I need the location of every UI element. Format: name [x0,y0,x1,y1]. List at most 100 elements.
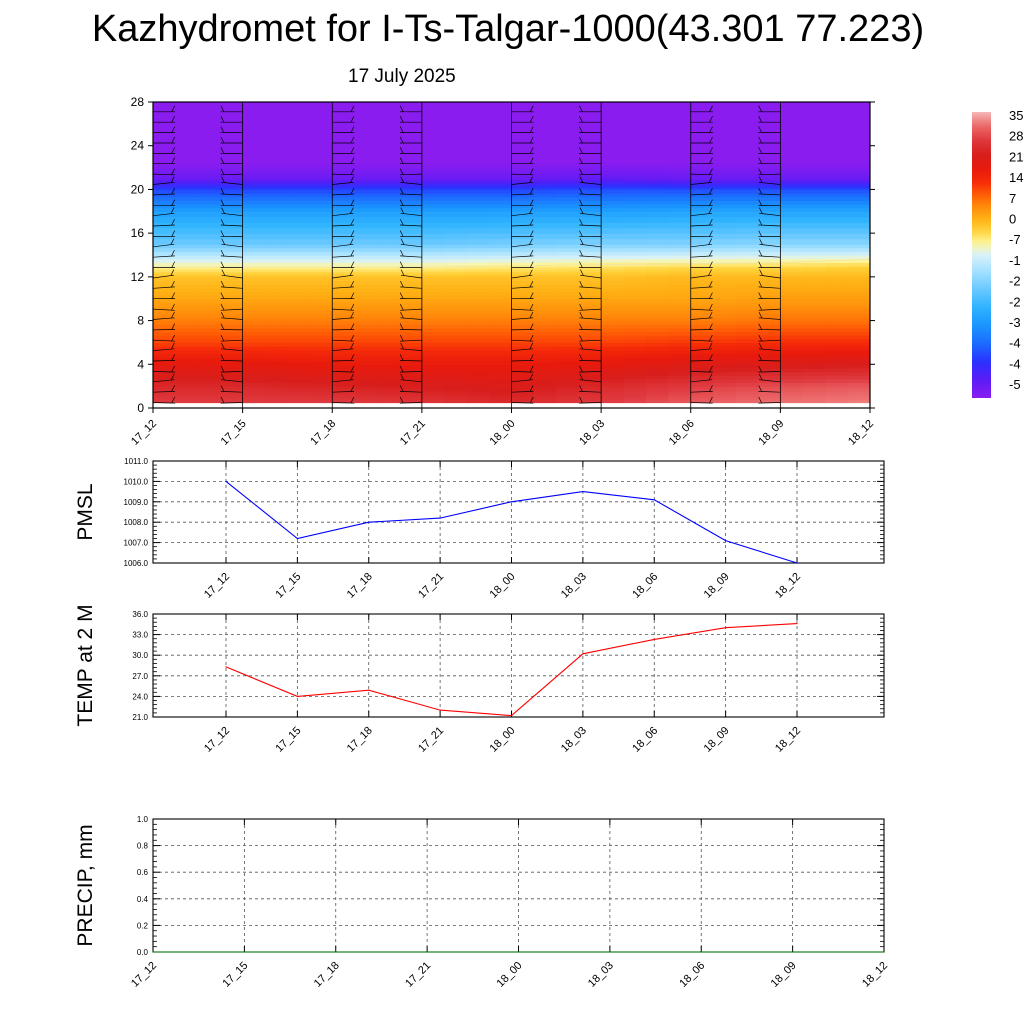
temperature-cell [780,238,804,245]
wind-barb [579,391,602,393]
temperature-cell [175,183,199,187]
temperature-cell [780,342,804,347]
temperature-cell [825,298,849,303]
temperature-cell [623,320,647,325]
temp-2m-ytick-label: 30.0 [132,651,148,660]
temperature-cell [489,204,513,209]
wind-barb-flag [400,207,405,214]
temperature-cell [466,211,490,218]
temperature-cell [533,196,557,201]
temperature-cell [175,216,199,223]
temperature-cell [421,164,445,169]
temperature-cell [623,196,647,201]
temperature-cell [309,331,333,336]
temperature-cell [197,280,221,285]
temperature-cell [623,189,647,194]
temperature-cell [489,327,513,333]
temperature-cell [780,200,804,205]
temperature-cell [175,180,199,183]
temperature-cell [242,216,266,223]
wind-barb [869,371,870,372]
temperature-cell [578,353,602,358]
wind-barb [221,379,243,383]
temperature-cell [309,295,333,300]
temperature-cell [153,238,177,245]
pmsl-xtick-label: 17_15 [273,571,303,601]
temperature-cell [377,258,401,263]
temperature-cell [601,227,625,234]
temperature-cell [645,388,669,393]
temperature-cell [847,324,870,329]
temperature-cell [466,386,490,390]
temperature-cell [735,170,759,174]
temperature-cell [668,182,692,185]
temperature-cell [645,273,669,276]
wind-barb [153,317,175,320]
temperature-cell [153,258,177,263]
temperature-cell [332,183,356,187]
temperature-cell [242,244,266,249]
temperature-cell [645,178,669,181]
temperature-cell [489,251,513,256]
temperature-cell [309,173,333,177]
temperature-cell [780,170,804,174]
temperature-cell [354,335,378,340]
wind-barb-flag [708,303,713,311]
temperature-cell [197,394,221,398]
temperature-cell [533,309,557,314]
pmsl-ytick-label: 1011.0 [124,457,148,466]
temperature-cell [825,112,849,123]
temperature-cell [511,388,535,393]
temp-2m-xtick-label: 18_03 [559,725,589,755]
temperature-cell [399,152,423,163]
temperature-cell [332,267,356,271]
temperature-cell [444,112,468,123]
temperature-cell [601,178,625,181]
temperature-cell [511,132,535,143]
temperature-cell [197,196,221,201]
precip-point [243,951,245,953]
temperature-cell [757,397,781,401]
temperature-cell [197,335,221,340]
temperature-cell [601,189,625,194]
temperature-cell [332,360,356,365]
temperature-cell [735,183,759,187]
temperature-cell [780,152,804,163]
temperature-cell [220,207,244,212]
temperature-cell [825,247,849,252]
temperature-cell [578,399,602,404]
temperature-cell [444,185,468,189]
temperature-cell [735,180,759,183]
temperature-cell [197,349,221,354]
wind-barb-flag [579,365,583,373]
temperature-cell [489,284,513,289]
temperature-cell [242,313,266,318]
pmsl-point [225,480,227,482]
temperature-cell [713,112,737,123]
temperature-cell [309,258,333,263]
temperature-cell [735,360,759,365]
temperature-cell [847,102,870,113]
wind-barb-flag [529,342,534,350]
temperature-cell [645,353,669,358]
wind-barb-flag [221,373,225,381]
temperature-cell [556,367,580,373]
temperature-cell [735,132,759,143]
wind-barb [511,224,534,227]
temperature-cell [757,244,781,249]
temperature-cell [735,122,759,133]
temperature-cell [175,284,199,289]
temperature-cell [466,269,490,272]
temperature-cell [847,313,870,318]
temperature-cell [399,287,423,293]
temperature-cell [601,394,625,398]
wind-barb [579,193,602,196]
temperature-cell [533,167,557,171]
temperature-cell [623,227,647,234]
temperature-cell [265,295,289,300]
temperature-cell [242,271,266,274]
temperature-cell [623,391,647,395]
temperature-cell [287,251,311,256]
temperature-cell [533,313,557,318]
temperature-cell [802,132,826,143]
